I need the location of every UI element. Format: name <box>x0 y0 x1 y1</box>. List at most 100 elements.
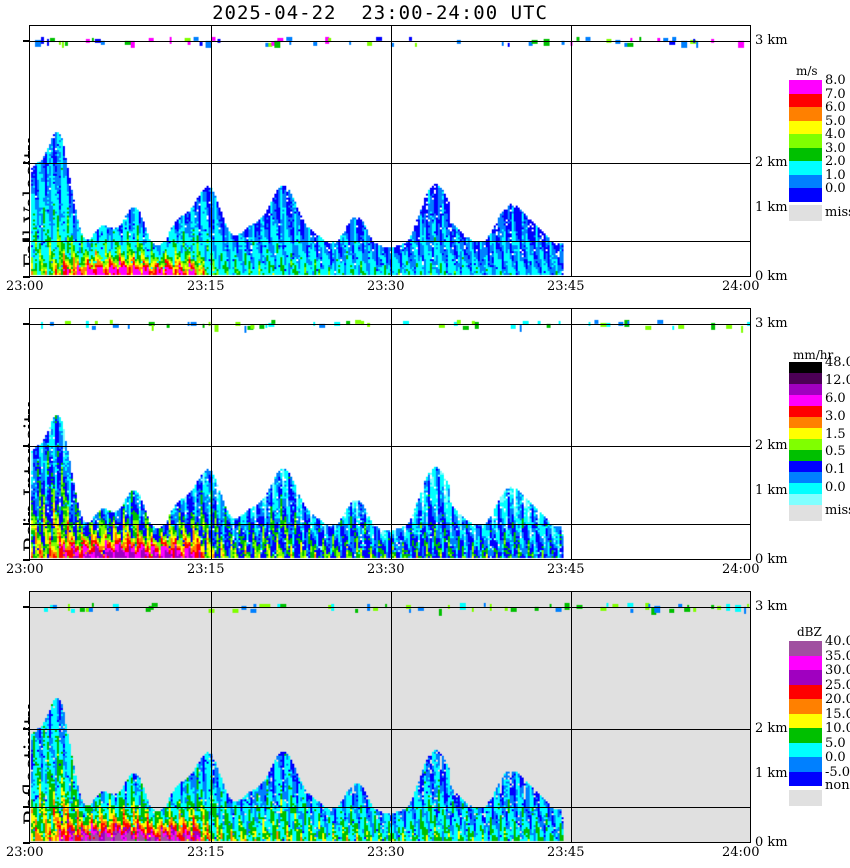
colorbar-band-7 <box>789 439 822 450</box>
ytick-3km <box>23 40 30 42</box>
colorbar-tick-7: 1.0 <box>825 167 846 183</box>
colorbar-tick-2: 30.0 <box>825 663 850 678</box>
colorbar-tick-4: 1.5 <box>825 426 846 442</box>
colorbar-band-9 <box>789 771 822 786</box>
colorbar-band-6 <box>789 161 822 175</box>
gridline-3km <box>30 607 750 608</box>
ylabel-3km: 3 km <box>755 316 788 331</box>
colorbar-tick-6: 2.0 <box>825 154 846 169</box>
colorbar-missing-label-2: miss <box>825 503 850 518</box>
xlabel-2315: 23:15 <box>187 845 225 860</box>
xlabel-2345: 23:45 <box>547 845 585 860</box>
colorbar-band-0 <box>789 80 822 94</box>
ylabel-2km: 2 km <box>755 155 788 170</box>
ytick-3km <box>23 606 30 608</box>
xlabel-2300: 23:00 <box>6 562 44 577</box>
colorbar-band-0 <box>789 362 822 373</box>
colorbar-band-1 <box>789 655 822 670</box>
xlabel-2330: 23:30 <box>367 279 405 294</box>
colorbar-band-3 <box>789 684 822 699</box>
colorbar-band-8 <box>789 188 822 202</box>
colorbar-missing-swatch-3 <box>789 790 822 806</box>
colorbar-band-1 <box>789 373 822 384</box>
gridline-2345 <box>571 26 572 276</box>
gridline-2330 <box>391 26 392 276</box>
fall-velocity-heatmap <box>30 26 750 276</box>
ytick-0km <box>23 559 30 561</box>
ytick-2km <box>23 728 30 730</box>
rain-intensity-heatmap <box>30 309 750 559</box>
colorbar-band-1 <box>789 93 822 107</box>
colorbar-tick-0: 48.0 <box>825 355 850 370</box>
gridline-2345 <box>571 309 572 559</box>
plot-area-fall-velocity[interactable] <box>29 25 751 277</box>
colorbar-band-3 <box>789 120 822 134</box>
gridline-2315 <box>211 592 212 842</box>
colorbar-band-2 <box>789 107 822 121</box>
colorbar-tick-1: 12.0 <box>825 372 850 388</box>
colorbar-unit-ms: m/s <box>796 64 818 78</box>
gridline-2330 <box>391 592 392 842</box>
colorbar-tick-1: 7.0 <box>825 86 846 102</box>
colorbar-unit-mmhr: mm/hr <box>793 348 834 362</box>
xlabel-2300: 23:00 <box>6 845 44 860</box>
colorbar-missing-swatch-2 <box>789 505 822 521</box>
colorbar-tick-8: 0.0 <box>825 750 846 765</box>
ylabel-1km: 1 km <box>755 766 788 781</box>
gridline-1km <box>30 807 750 808</box>
colorbar-tick-6: 10.0 <box>825 721 850 736</box>
gridline-3km <box>30 41 750 42</box>
colorbar-band-5 <box>789 147 822 161</box>
ylabel-1km: 1 km <box>755 483 788 498</box>
xlabel-2330: 23:30 <box>367 845 405 860</box>
ytick-3km <box>23 323 30 325</box>
page-title: 2025-04-22 23:00-24:00 UTC <box>212 2 548 24</box>
plot-area-rain-intensity[interactable] <box>29 308 751 560</box>
colorbar-band-9 <box>789 461 822 472</box>
xlabel-2400: 24:00 <box>722 845 760 860</box>
ytick-1km <box>23 806 30 808</box>
xlabel-2300: 23:00 <box>6 279 44 294</box>
colorbar-band-0 <box>789 641 822 656</box>
colorbar-band-2 <box>789 670 822 685</box>
plot-area-reflectivity[interactable] <box>29 591 751 843</box>
gridline-2315 <box>211 309 212 559</box>
colorbar-tick-7: 0.0 <box>825 480 846 496</box>
gridline-2km <box>30 729 750 730</box>
colorbar-tick-0: 8.0 <box>825 73 846 88</box>
gridline-2km <box>30 163 750 164</box>
ylabel-1km: 1 km <box>755 200 788 215</box>
colorbar-tick-5: 3.0 <box>825 140 846 156</box>
gridline-2330 <box>391 309 392 559</box>
colorbar-unit-dbz: dBZ <box>797 625 822 639</box>
colorbar-tick-0: 40.0 <box>825 634 850 649</box>
ylabel-0km: 0 km <box>755 835 788 850</box>
ylabel-3km: 3 km <box>755 33 788 48</box>
xlabel-2330: 23:30 <box>367 562 405 577</box>
colorbar-missing-label-3: none <box>825 778 850 793</box>
ytick-0km <box>23 276 30 278</box>
colorbar-tick-8: 0.0 <box>825 181 846 196</box>
gridline-1km <box>30 241 750 242</box>
ytick-2km <box>23 162 30 164</box>
xlabel-2345: 23:45 <box>547 279 585 294</box>
colorbar-tick-3: 25.0 <box>825 677 850 693</box>
ylabel-2km: 2 km <box>755 438 788 453</box>
colorbar-band-2 <box>789 384 822 395</box>
colorbar-tick-2: 6.0 <box>825 390 846 406</box>
xlabel-2315: 23:15 <box>187 279 225 294</box>
colorbar-tick-4: 4.0 <box>825 127 846 142</box>
ylabel-2km: 2 km <box>755 721 788 736</box>
colorbar-band-8 <box>789 757 822 772</box>
gridline-1km <box>30 524 750 525</box>
colorbar-missing-label-1: miss <box>825 205 850 220</box>
colorbar-tick-3: 5.0 <box>825 113 846 129</box>
colorbar-tick-4: 20.0 <box>825 692 850 707</box>
colorbar-band-6 <box>789 428 822 439</box>
colorbar-band-11 <box>789 483 822 494</box>
ytick-2km <box>23 445 30 447</box>
xlabel-2400: 24:00 <box>722 562 760 577</box>
colorbar-band-6 <box>789 728 822 743</box>
gridline-2315 <box>211 26 212 276</box>
